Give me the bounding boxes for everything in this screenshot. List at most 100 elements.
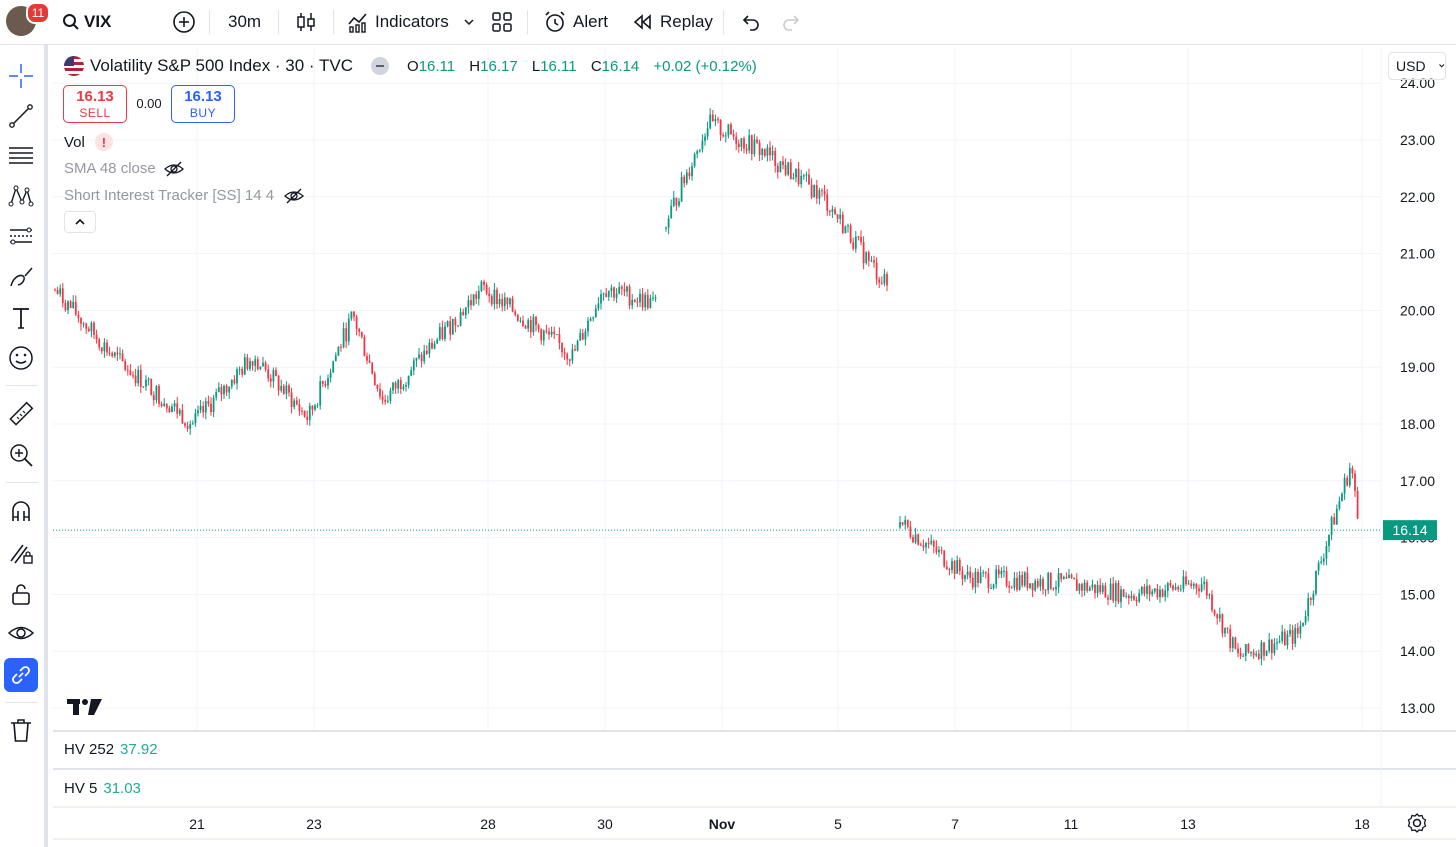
candle-body	[321, 381, 324, 384]
currency-select[interactable]: USD	[1388, 52, 1446, 80]
trend-line-tool[interactable]	[6, 101, 36, 131]
pattern-tool[interactable]	[6, 181, 36, 211]
symbol-title[interactable]: Volatility S&P 500 Index · 30 · TVC	[90, 56, 354, 75]
fib-retracement-tool[interactable]	[6, 141, 36, 171]
chart-type-button[interactable]	[294, 0, 318, 44]
candle-body	[464, 307, 467, 316]
candle-body	[337, 346, 340, 356]
candle-body	[529, 320, 532, 333]
remove-drawings-tool[interactable]	[6, 715, 36, 745]
candle-body	[613, 287, 615, 298]
candle-body	[1268, 639, 1271, 651]
candle-body	[966, 571, 969, 576]
candle-body	[1122, 589, 1125, 597]
drawing-toolbar	[0, 45, 48, 847]
candle-body	[925, 542, 927, 548]
candle-body	[706, 128, 709, 137]
candle-body	[126, 369, 129, 371]
short-interest-indicator[interactable]: Short Interest Tracker [SS] 14 4	[64, 187, 305, 204]
candle-body	[82, 323, 85, 325]
candle-body	[555, 334, 558, 336]
candle-body	[490, 296, 493, 305]
candle-body	[1138, 593, 1141, 602]
volume-indicator[interactable]: Vol !	[64, 133, 113, 151]
indicators-button[interactable]: Indicators	[346, 0, 449, 44]
candle-body	[215, 392, 218, 398]
candle-body	[1325, 545, 1328, 559]
icons-tool[interactable]	[6, 343, 36, 373]
candle-body	[1338, 501, 1341, 509]
candle-body	[766, 147, 769, 156]
sell-button[interactable]: 16.13 SELL	[63, 85, 127, 123]
compare-symbol-button[interactable]	[172, 0, 196, 44]
candle-body	[1109, 583, 1112, 600]
lock-all-tool[interactable]	[6, 579, 36, 609]
zoom-in-tool[interactable]	[6, 440, 36, 470]
forecasting-tool[interactable]	[6, 221, 36, 251]
candle-body	[1047, 572, 1050, 591]
candle-body	[228, 386, 231, 393]
measure-tool[interactable]	[6, 399, 36, 429]
y-tick-label: 19.00	[1400, 359, 1435, 375]
replay-button[interactable]: Replay	[632, 0, 713, 44]
candle-body	[550, 331, 553, 335]
magnet-tool[interactable]	[6, 496, 36, 526]
candle-body	[132, 375, 134, 377]
candle-body	[639, 293, 641, 303]
candle-body	[1018, 575, 1021, 590]
candle-body	[1276, 642, 1278, 644]
candle-body	[826, 194, 829, 211]
symbol-search-button[interactable]: VIX	[62, 0, 111, 44]
candle-body	[389, 390, 392, 401]
candle-body	[1289, 629, 1291, 635]
candle-body	[139, 369, 142, 387]
layouts-button[interactable]	[490, 0, 514, 44]
alert-button[interactable]: Alert	[543, 0, 608, 44]
candle-body	[358, 328, 361, 332]
candle-body	[1057, 573, 1060, 588]
crosshair-tool[interactable]	[6, 61, 36, 91]
sync-drawings-tool[interactable]	[4, 658, 38, 692]
warning-icon[interactable]: !	[94, 133, 113, 151]
candle-body	[919, 544, 922, 546]
collapse-indicators-button[interactable]	[64, 211, 96, 233]
candle-body	[938, 549, 940, 553]
candle-body	[449, 321, 452, 335]
candle-body	[537, 325, 540, 330]
hv5-pane-legend[interactable]: HV 5 31.03	[64, 780, 141, 797]
buy-button[interactable]: 16.13 BUY	[171, 85, 235, 123]
candle-body	[867, 252, 870, 261]
candle-body	[581, 333, 584, 340]
candle-body	[394, 382, 397, 389]
candle-body	[1013, 577, 1016, 588]
candle-body	[69, 301, 72, 308]
hide-drawings-tool[interactable]	[6, 618, 36, 648]
candle-body	[1278, 640, 1281, 643]
text-tool[interactable]	[6, 303, 36, 333]
indicators-dropdown-button[interactable]	[462, 0, 476, 44]
chart-settings-button[interactable]	[1406, 812, 1428, 834]
sma-indicator[interactable]: SMA 48 close	[64, 160, 184, 177]
candle-body	[444, 326, 446, 339]
candle-body	[202, 406, 205, 413]
brush-tool[interactable]	[6, 263, 36, 293]
candle-body	[779, 161, 782, 173]
candle-body	[1320, 561, 1323, 563]
eye-hidden-icon[interactable]	[163, 161, 184, 177]
eye-hidden-icon[interactable]	[284, 188, 305, 204]
candle-body	[334, 355, 337, 362]
price-chart[interactable]: 21 23 28 30 Nov 5 7 11 13 1824.0023.0022.0021.002…	[53, 48, 1456, 847]
candle-body	[80, 318, 82, 324]
candle-body	[906, 519, 909, 527]
candle-body	[1151, 591, 1154, 595]
candle-body	[870, 260, 873, 262]
redo-button[interactable]	[781, 0, 803, 44]
undo-button[interactable]	[739, 0, 761, 44]
tradingview-logo[interactable]	[67, 697, 103, 722]
lock-drawings-tool[interactable]	[6, 538, 36, 568]
hv252-pane-legend[interactable]: HV 252 37.92	[64, 741, 158, 758]
interval-button[interactable]: 30m	[228, 12, 262, 31]
candle-body	[238, 369, 241, 371]
candle-body	[436, 339, 439, 344]
candle-body	[997, 569, 1000, 575]
